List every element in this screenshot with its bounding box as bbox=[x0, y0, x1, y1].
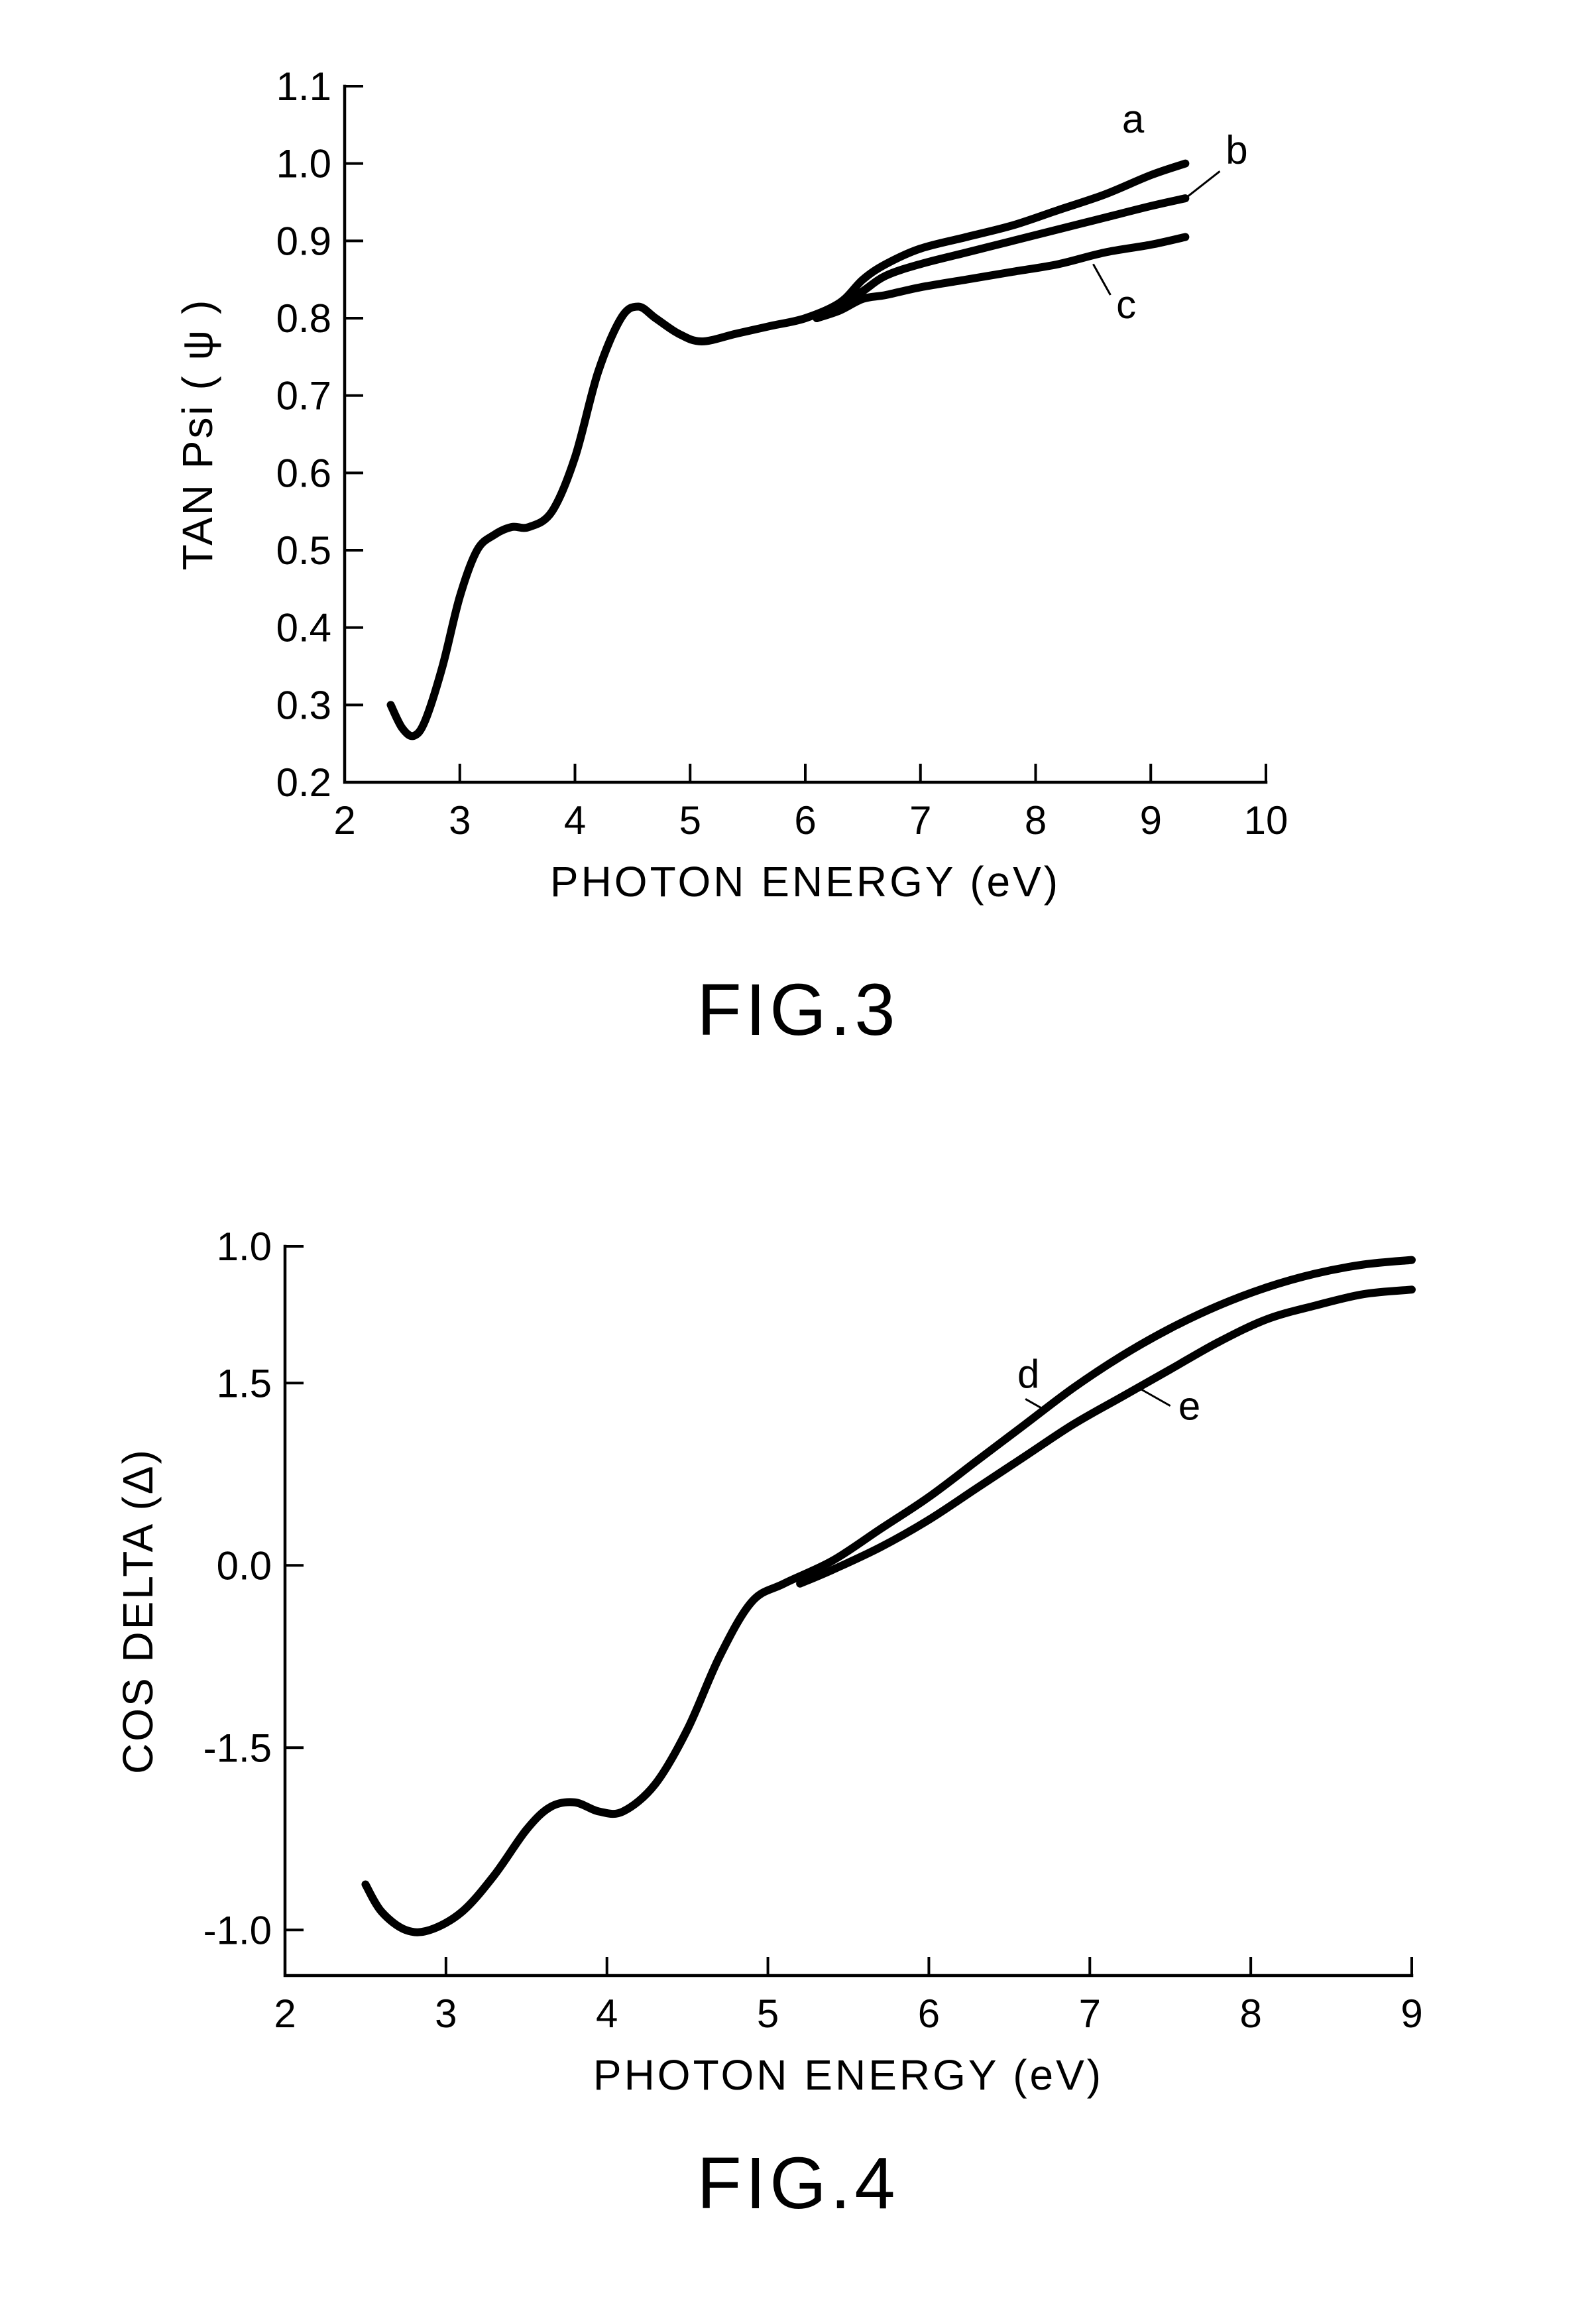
svg-text:0.0: 0.0 bbox=[217, 1543, 272, 1588]
svg-text:7: 7 bbox=[1079, 1991, 1101, 2036]
svg-text:5: 5 bbox=[757, 1991, 779, 2036]
svg-text:-1.0: -1.0 bbox=[203, 1908, 272, 1952]
svg-text:1.5: 1.5 bbox=[217, 1361, 272, 1405]
svg-text:9: 9 bbox=[1400, 1991, 1422, 2036]
svg-text:1.0: 1.0 bbox=[217, 1224, 272, 1269]
svg-text:3: 3 bbox=[435, 1991, 457, 2036]
svg-text:4: 4 bbox=[596, 1991, 618, 2036]
svg-text:2: 2 bbox=[274, 1991, 296, 2036]
svg-text:COS DELTA (Δ): COS DELTA (Δ) bbox=[114, 1448, 162, 1774]
svg-text:e: e bbox=[1178, 1384, 1200, 1428]
fig4-caption: FIG.4 bbox=[697, 2141, 899, 2225]
fig4-chart: 2 3 4 5 6 7 8 9 -1.0 -1.5 0.0 1.5 1.0 PHOTON ENERGY (… bbox=[0, 0, 1596, 2188]
svg-text:-1.5: -1.5 bbox=[203, 1726, 272, 1770]
svg-text:PHOTON ENERGY (eV): PHOTON ENERGY (eV) bbox=[593, 2051, 1104, 2099]
figure-4: 2 3 4 5 6 7 8 9 -1.0 -1.5 0.0 1.5 1.0 PHOTON ENERGY (… bbox=[0, 0, 1596, 2311]
svg-text:8: 8 bbox=[1239, 1991, 1261, 2036]
svg-text:6: 6 bbox=[918, 1991, 940, 2036]
svg-text:d: d bbox=[1017, 1352, 1039, 1396]
